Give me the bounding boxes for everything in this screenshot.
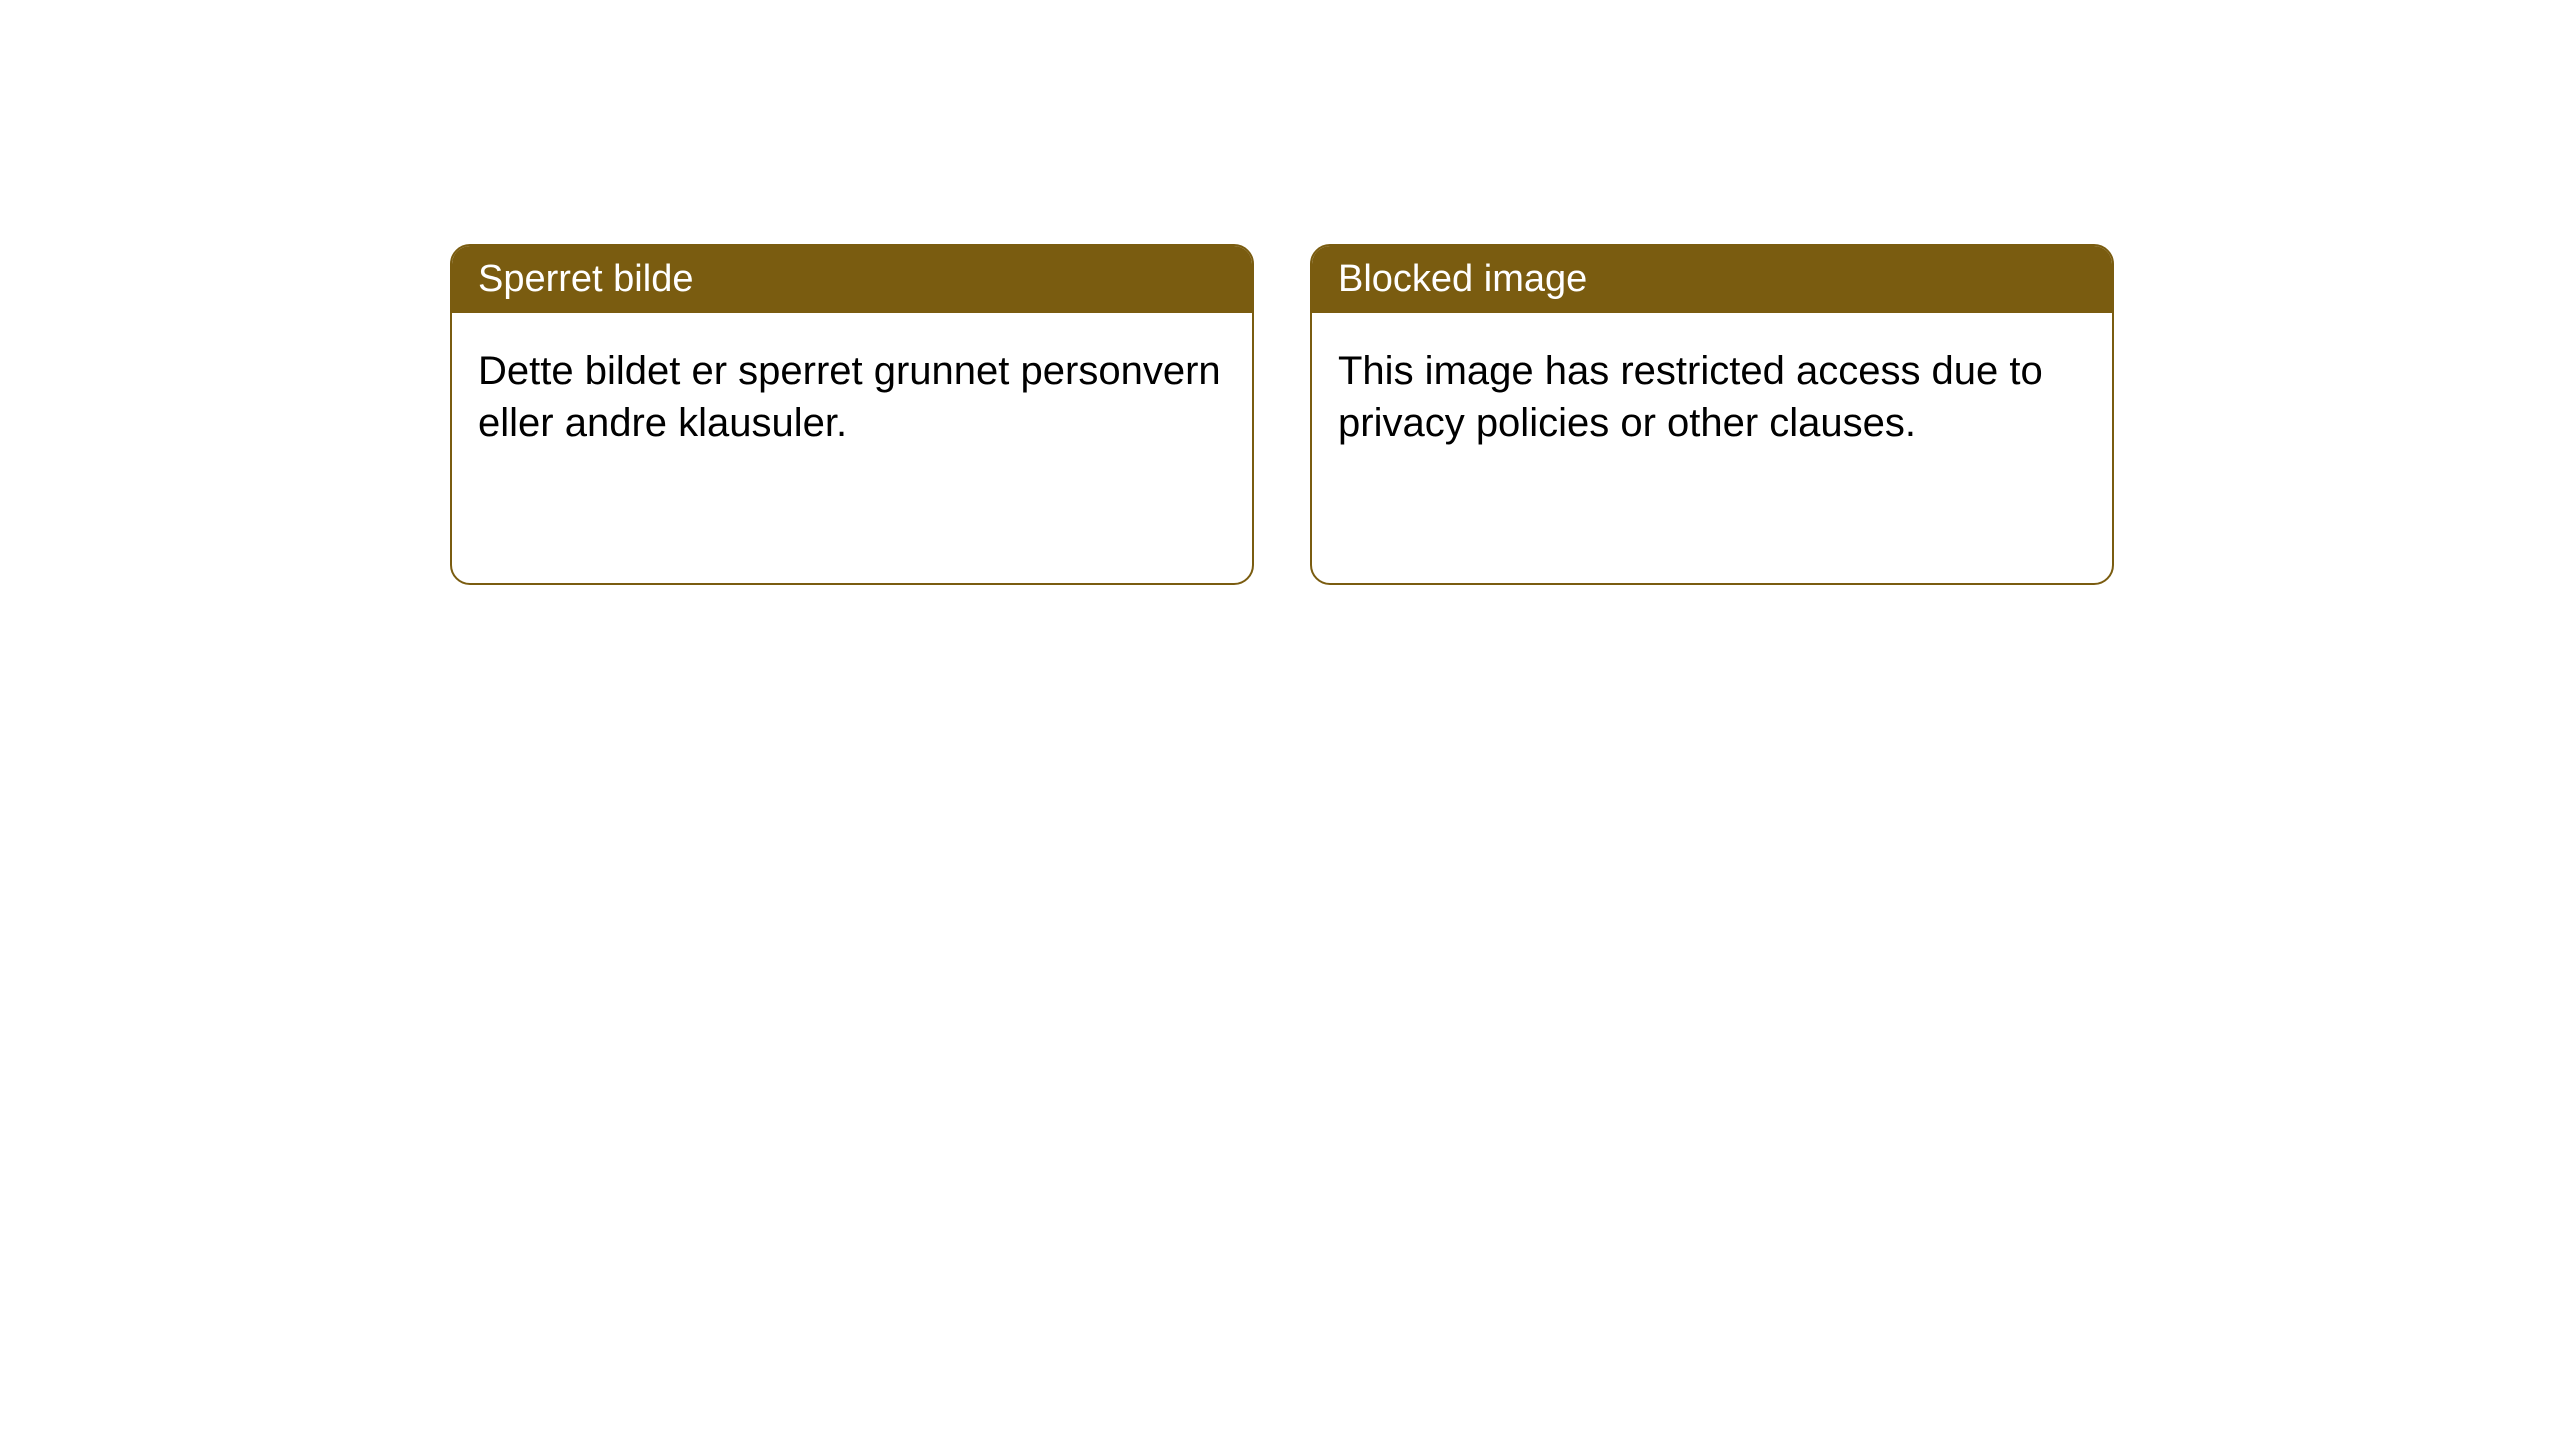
- card-header-norwegian: Sperret bilde: [452, 246, 1252, 313]
- cards-container: Sperret bilde Dette bildet er sperret gr…: [0, 0, 2560, 585]
- card-body-english: This image has restricted access due to …: [1312, 313, 2112, 583]
- card-header-english: Blocked image: [1312, 246, 2112, 313]
- card-body-norwegian: Dette bildet er sperret grunnet personve…: [452, 313, 1252, 583]
- card-title-english: Blocked image: [1338, 258, 1587, 300]
- card-text-norwegian: Dette bildet er sperret grunnet personve…: [478, 349, 1221, 445]
- card-text-english: This image has restricted access due to …: [1338, 349, 2043, 445]
- card-norwegian: Sperret bilde Dette bildet er sperret gr…: [450, 244, 1254, 585]
- card-title-norwegian: Sperret bilde: [478, 258, 693, 300]
- card-english: Blocked image This image has restricted …: [1310, 244, 2114, 585]
